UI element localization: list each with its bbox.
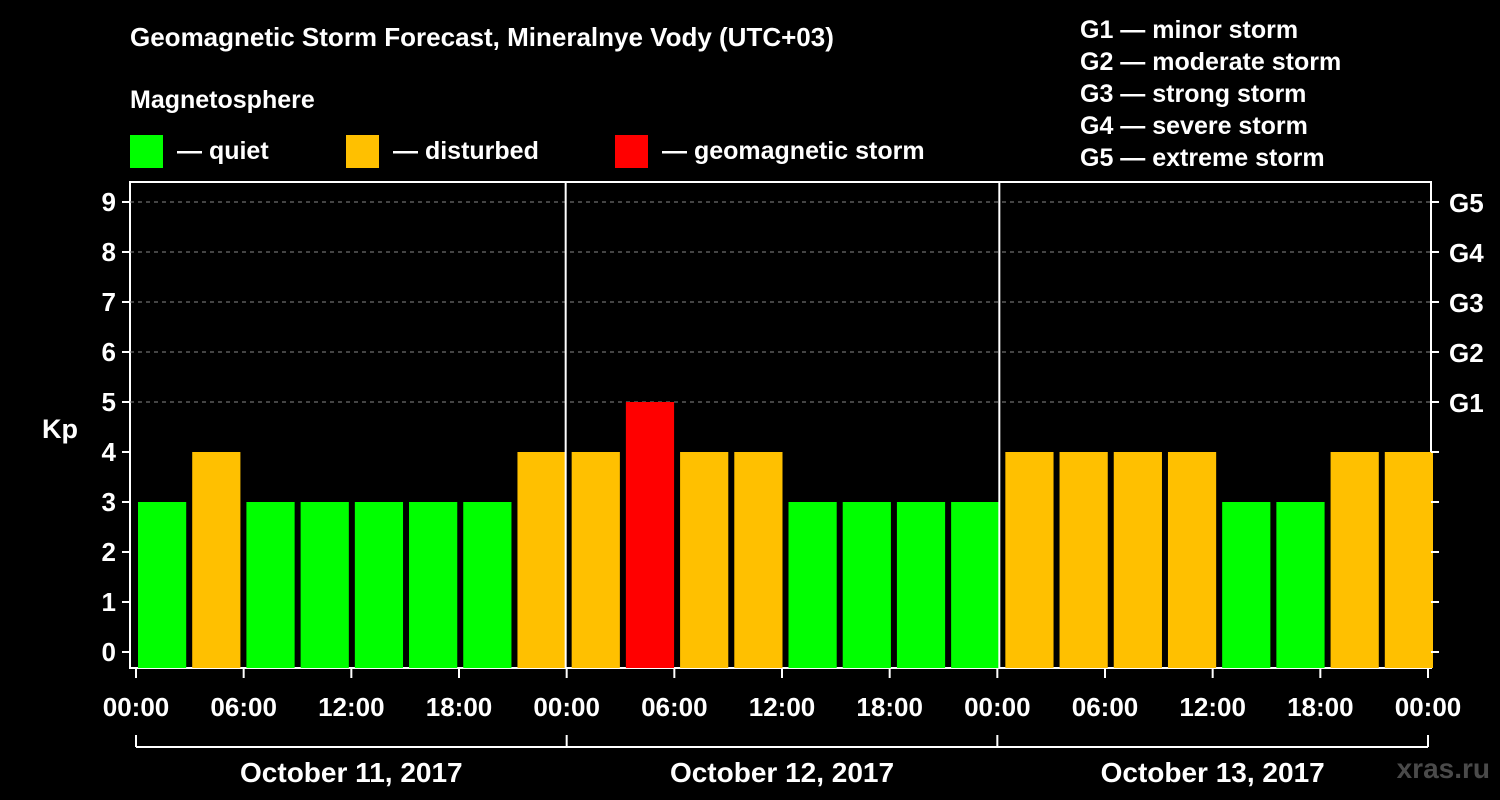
kp-bar — [138, 502, 187, 668]
kp-bar — [1113, 452, 1162, 668]
y-tick-label: 9 — [102, 187, 116, 217]
g-scale-g2: G2 — moderate storm — [1080, 48, 1342, 76]
kp-bar — [354, 502, 404, 668]
kp-bar — [463, 502, 512, 668]
legend-label-storm: — geomagnetic storm — [662, 136, 925, 165]
kp-bar — [1330, 452, 1379, 668]
y-tick-label: 6 — [102, 337, 116, 367]
legend-quiet: — quiet — [130, 134, 269, 168]
g-scale-g3: G3 — strong storm — [1080, 80, 1307, 108]
day-label: October 11, 2017 — [240, 757, 463, 788]
y-tick-label: 8 — [102, 237, 116, 267]
kp-bar — [1276, 502, 1325, 668]
kp-bar — [1384, 452, 1433, 668]
legend-label-quiet: — quiet — [177, 136, 269, 165]
kp-bar — [192, 452, 241, 668]
kp-bar — [842, 502, 891, 668]
day-label: October 13, 2017 — [1101, 757, 1325, 788]
g-scale-g5: G5 — extreme storm — [1080, 144, 1325, 172]
g-scale-g4: G4 — severe storm — [1080, 112, 1308, 140]
kp-bar — [1059, 452, 1108, 668]
chart-subtitle: Magnetosphere — [130, 86, 315, 114]
kp-bar — [625, 402, 675, 668]
x-tick-label: 12:00 — [749, 692, 816, 722]
kp-bar — [1167, 452, 1217, 668]
y-tick-label: 3 — [102, 487, 116, 517]
x-tick-label: 00:00 — [533, 692, 600, 722]
legend-label-disturbed: — disturbed — [393, 136, 539, 165]
x-tick-label: 00:00 — [964, 692, 1031, 722]
g-level-label: G3 — [1449, 288, 1484, 318]
x-tick-label: 18:00 — [1287, 692, 1354, 722]
y-tick-label: 5 — [102, 387, 116, 417]
y-tick-label: 0 — [102, 637, 116, 667]
x-tick-label: 12:00 — [1179, 692, 1246, 722]
x-tick-label: 06:00 — [641, 692, 708, 722]
kp-bar — [734, 452, 783, 668]
legend-disturbed: — disturbed — [346, 134, 539, 168]
g-level-label: G5 — [1449, 188, 1484, 218]
kp-bar — [571, 452, 620, 668]
legend-swatch-quiet — [130, 134, 163, 168]
day-label: October 12, 2017 — [670, 757, 894, 788]
watermark: xras.ru — [1396, 753, 1490, 784]
x-tick-label: 00:00 — [1395, 692, 1462, 722]
y-tick-label: 4 — [102, 437, 117, 467]
kp-bar — [300, 502, 349, 668]
chart-title: Geomagnetic Storm Forecast, Mineralnye V… — [130, 22, 834, 52]
y-axis-label: Kp — [42, 414, 78, 444]
g-level-label: G2 — [1449, 338, 1484, 368]
x-tick-label: 00:00 — [103, 692, 170, 722]
x-tick-label: 06:00 — [1072, 692, 1139, 722]
kp-bar — [788, 502, 837, 668]
g-level-label: G1 — [1449, 388, 1484, 418]
x-tick-label: 18:00 — [856, 692, 923, 722]
kp-bar — [951, 502, 1000, 668]
x-tick-label: 18:00 — [426, 692, 493, 722]
g-scale-g1: G1 — minor storm — [1080, 16, 1299, 44]
legend-swatch-disturbed — [346, 134, 379, 168]
kp-bar — [896, 502, 946, 668]
kp-bar — [409, 502, 458, 668]
g-scale-legend: G1 — minor storm G2 — moderate storm G3 … — [1080, 14, 1341, 174]
g-level-label: G4 — [1449, 238, 1484, 268]
kp-bar — [1222, 502, 1271, 668]
kp-bar — [1005, 452, 1054, 668]
legend-swatch-storm — [615, 134, 648, 168]
kp-bar — [517, 452, 566, 668]
legend-storm: — geomagnetic storm — [615, 134, 925, 168]
kp-bar — [680, 452, 729, 668]
y-tick-label: 7 — [102, 287, 116, 317]
y-tick-label: 1 — [102, 587, 116, 617]
kp-bar — [246, 502, 295, 668]
x-tick-label: 06:00 — [210, 692, 277, 722]
y-tick-label: 2 — [102, 537, 116, 567]
x-tick-label: 12:00 — [318, 692, 385, 722]
